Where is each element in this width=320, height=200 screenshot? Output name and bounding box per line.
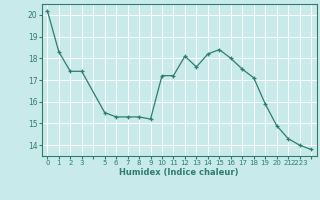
X-axis label: Humidex (Indice chaleur): Humidex (Indice chaleur) [119, 168, 239, 177]
